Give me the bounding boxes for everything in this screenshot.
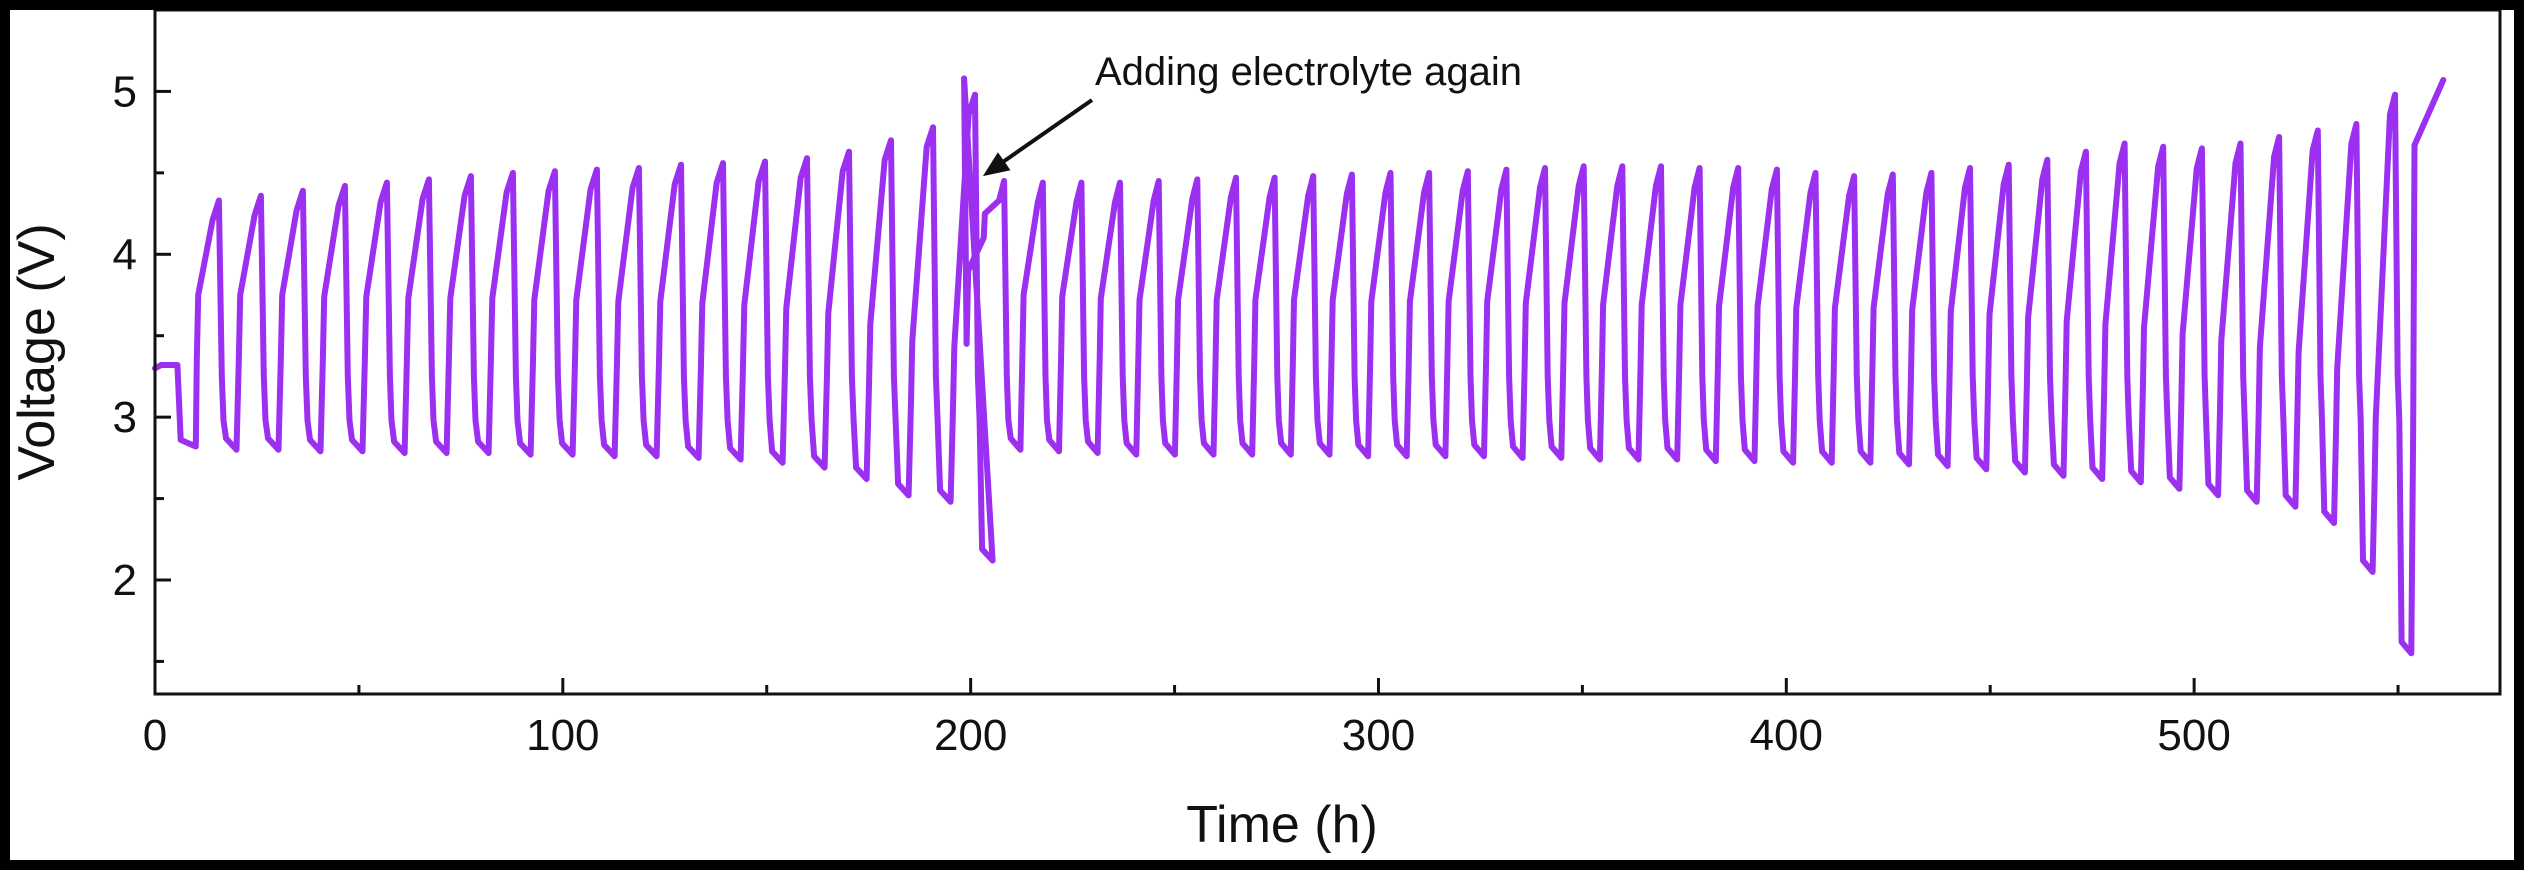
annotation-text: Adding electrolyte again xyxy=(1095,50,1522,94)
y-tick-label: 3 xyxy=(113,393,137,442)
x-tick-label: 100 xyxy=(526,711,599,760)
y-tick-label: 4 xyxy=(113,230,137,279)
chart-frame: 0 100 200 300 400 500 2 3 4 5 Adding electrolyte … xyxy=(10,10,2514,860)
x-tick-label: 200 xyxy=(934,711,1007,760)
y-tick-label: 5 xyxy=(113,67,137,116)
x-tick-label: 0 xyxy=(143,711,167,760)
x-tick-label: 300 xyxy=(1342,711,1415,760)
annotation-arrow-head xyxy=(982,152,1011,177)
annotation-arrow xyxy=(995,98,1094,168)
annotation: Adding electrolyte again xyxy=(982,50,1522,177)
voltage-series-line xyxy=(152,75,2447,657)
x-axis-title: Time (h) xyxy=(1186,796,1378,854)
y-axis-title: Voltage (V) xyxy=(10,223,66,480)
voltage-time-chart: 0 100 200 300 400 500 2 3 4 5 Adding electrolyte … xyxy=(10,10,2502,854)
plot-area-border xyxy=(153,10,2502,696)
x-tick-label: 400 xyxy=(1750,711,1823,760)
y-tick-label: 2 xyxy=(113,556,137,605)
tick-labels: 0 100 200 300 400 500 2 3 4 5 xyxy=(113,67,2231,760)
x-tick-label: 500 xyxy=(2157,711,2230,760)
